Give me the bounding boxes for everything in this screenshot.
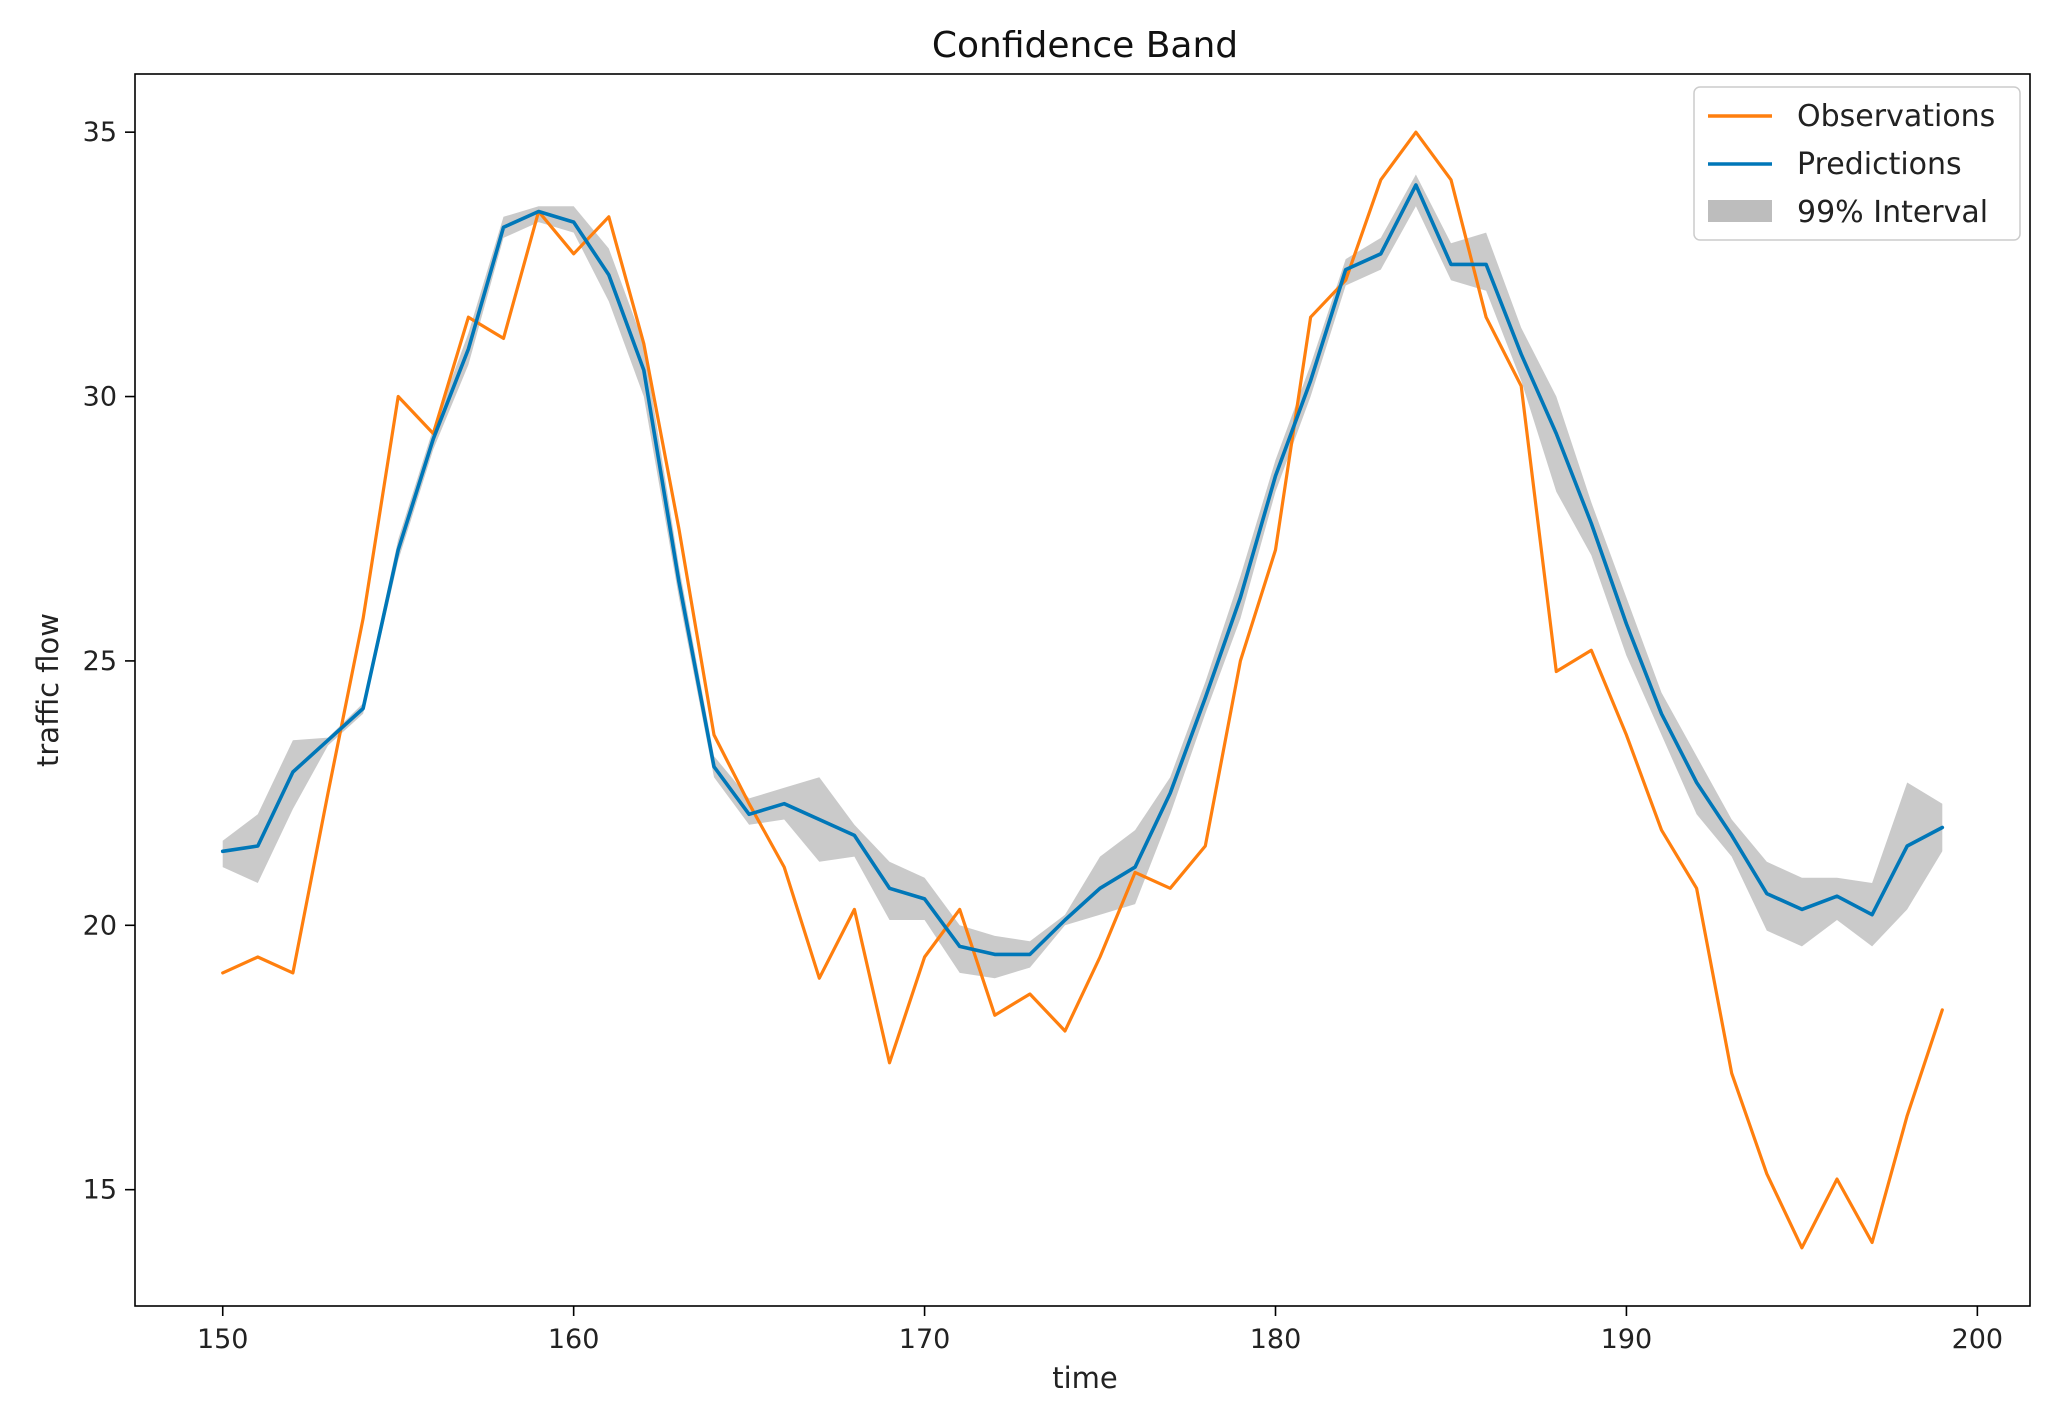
y-tick-label: 25	[83, 646, 117, 677]
legend-swatch-interval	[1708, 200, 1772, 222]
series-line-observations	[221, 130, 1944, 1250]
chart-title: Confidence Band	[932, 25, 1238, 66]
x-axis-title: time	[1052, 1361, 1118, 1395]
series-observations	[221, 130, 1944, 1250]
y-axis-ticks: 15 20 25 30 35	[83, 117, 135, 1206]
x-axis-ticks: 150 160 170 180 190 200	[197, 1306, 2003, 1355]
x-tick-label: 170	[899, 1324, 951, 1355]
x-tick-label: 150	[197, 1324, 249, 1355]
legend: Observations Predictions 99% Interval	[1693, 86, 2021, 241]
y-tick-label: 20	[83, 910, 117, 941]
y-tick-label: 35	[83, 117, 117, 148]
legend-label-interval: 99% Interval	[1797, 195, 1988, 230]
x-tick-label: 190	[1601, 1324, 1653, 1355]
x-tick-label: 180	[1250, 1324, 1302, 1355]
y-tick-label: 15	[83, 1175, 117, 1206]
series-line-predictions	[220, 183, 1945, 957]
legend-box	[1693, 86, 2021, 241]
series-layer	[220, 130, 1945, 1250]
legend-label-observations: Observations	[1797, 99, 1995, 134]
legend-label-predictions: Predictions	[1797, 147, 1962, 182]
series-predictions	[220, 183, 1945, 957]
x-tick-label: 200	[1952, 1324, 2004, 1355]
x-tick-label: 160	[548, 1324, 600, 1355]
plot-area-frame	[134, 73, 2031, 1307]
y-axis-title: traffic flow	[31, 613, 65, 767]
y-tick-label: 30	[83, 382, 117, 413]
interval-band	[222, 174, 1943, 979]
interval-band-layer	[222, 174, 1943, 979]
